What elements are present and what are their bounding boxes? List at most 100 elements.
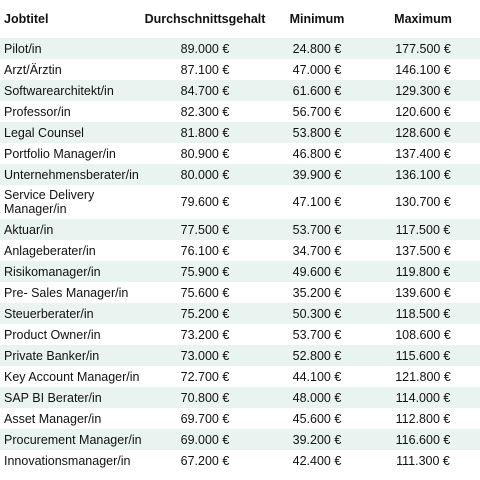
job-title-cell: Service Delivery Manager/in — [0, 185, 142, 219]
average-salary-cell: 80.000 € — [142, 164, 268, 185]
average-salary-cell: 70.800 € — [142, 387, 268, 408]
minimum-cell: 46.800 € — [268, 143, 366, 164]
minimum-cell: 48.000 € — [268, 387, 366, 408]
job-title-cell: SAP BI Berater/in — [0, 387, 142, 408]
minimum-cell: 61.600 € — [268, 80, 366, 101]
job-title-cell: Innovationsmanager/in — [0, 450, 142, 471]
table-row: Risikomanager/in 75.900 €49.600 €119.800 … — [0, 261, 480, 282]
maximum-cell: 111.300 € — [366, 450, 480, 471]
table-row: Unternehmensberater/in 80.000 €39.900 €13… — [0, 164, 480, 185]
job-title-cell: Key Account Manager/in — [0, 366, 142, 387]
maximum-cell: 116.600 € — [366, 429, 480, 450]
average-salary-cell: 69.000 € — [142, 429, 268, 450]
maximum-cell: 129.300 € — [366, 80, 480, 101]
minimum-cell: 39.200 € — [268, 429, 366, 450]
table-row: Anlageberater/in 76.100 €34.700 €137.500 … — [0, 240, 480, 261]
minimum-cell: 47.000 € — [268, 59, 366, 80]
table-row: Aktuar/in 77.500 €53.700 €117.500 € — [0, 219, 480, 240]
maximum-cell: 128.600 € — [366, 122, 480, 143]
job-title-cell: Pre- Sales Manager/in — [0, 282, 142, 303]
maximum-cell: 121.800 € — [366, 366, 480, 387]
minimum-cell: 52.800 € — [268, 345, 366, 366]
minimum-cell: 45.600 € — [268, 408, 366, 429]
table-row: Professor/in 82.300 €56.700 €120.600 € — [0, 101, 480, 122]
job-title-cell: Unternehmensberater/in — [0, 164, 142, 185]
job-title-cell: Asset Manager/in — [0, 408, 142, 429]
maximum-cell: 117.500 € — [366, 219, 480, 240]
maximum-cell: 108.600 € — [366, 324, 480, 345]
minimum-cell: 34.700 € — [268, 240, 366, 261]
minimum-cell: 53.700 € — [268, 219, 366, 240]
average-salary-cell: 79.600 € — [142, 185, 268, 219]
maximum-cell: 177.500 € — [366, 38, 480, 59]
average-salary-cell: 72.700 € — [142, 366, 268, 387]
average-salary-cell: 77.500 € — [142, 219, 268, 240]
average-salary-cell: 75.600 € — [142, 282, 268, 303]
table-row: Innovationsmanager/in 67.200 €42.400 €111… — [0, 450, 480, 471]
table-row: Pilot/in 89.000 €24.800 €177.500 € — [0, 38, 480, 59]
minimum-cell: 35.200 € — [268, 282, 366, 303]
table-row: Arzt/Ärztin 87.100 €47.000 €146.100 € — [0, 59, 480, 80]
job-title-cell: Pilot/in — [0, 38, 142, 59]
maximum-cell: 119.800 € — [366, 261, 480, 282]
average-salary-cell: 75.200 € — [142, 303, 268, 324]
maximum-cell: 139.600 € — [366, 282, 480, 303]
header-maximum: Maximum — [366, 0, 480, 38]
job-title-cell: Product Owner/in — [0, 324, 142, 345]
maximum-cell: 120.600 € — [366, 101, 480, 122]
table-row: Legal Counsel 81.800 €53.800 €128.600 € — [0, 122, 480, 143]
table-row: SAP BI Berater/in 70.800 €48.000 €114.000… — [0, 387, 480, 408]
table-row: Private Banker/in 73.000 €52.800 €115.600… — [0, 345, 480, 366]
job-title-cell: Arzt/Ärztin — [0, 59, 142, 80]
table-row: Portfolio Manager/in 80.900 €46.800 €137.… — [0, 143, 480, 164]
average-salary-cell: 73.200 € — [142, 324, 268, 345]
job-title-cell: Legal Counsel — [0, 122, 142, 143]
minimum-cell: 47.100 € — [268, 185, 366, 219]
average-salary-cell: 87.100 € — [142, 59, 268, 80]
minimum-cell: 44.100 € — [268, 366, 366, 387]
average-salary-cell: 82.300 € — [142, 101, 268, 122]
header-jobtitle: Jobtitel — [0, 0, 142, 38]
average-salary-cell: 69.700 € — [142, 408, 268, 429]
job-title-cell: Softwarearchitekt/in — [0, 80, 142, 101]
table-row: Service Delivery Manager/in 79.600 €47.10… — [0, 185, 480, 219]
maximum-cell: 130.700 € — [366, 185, 480, 219]
job-title-cell: Risikomanager/in — [0, 261, 142, 282]
job-title-cell: Anlageberater/in — [0, 240, 142, 261]
table-row: Procurement Manager/in 69.000 €39.200 €11… — [0, 429, 480, 450]
average-salary-cell: 75.900 € — [142, 261, 268, 282]
table-row: Softwarearchitekt/in 84.700 €61.600 €129.… — [0, 80, 480, 101]
maximum-cell: 137.500 € — [366, 240, 480, 261]
table-row: Key Account Manager/in 72.700 €44.100 €12… — [0, 366, 480, 387]
minimum-cell: 24.800 € — [268, 38, 366, 59]
minimum-cell: 50.300 € — [268, 303, 366, 324]
average-salary-cell: 81.800 € — [142, 122, 268, 143]
maximum-cell: 114.000 € — [366, 387, 480, 408]
job-title-cell: Professor/in — [0, 101, 142, 122]
minimum-cell: 53.700 € — [268, 324, 366, 345]
header-row: Jobtitel Durchschnittsgehalt Minimum Max… — [0, 0, 480, 38]
header-minimum: Minimum — [268, 0, 366, 38]
average-salary-cell: 73.000 € — [142, 345, 268, 366]
maximum-cell: 118.500 € — [366, 303, 480, 324]
table-row: Pre- Sales Manager/in 75.600 €35.200 €139… — [0, 282, 480, 303]
minimum-cell: 56.700 € — [268, 101, 366, 122]
average-salary-cell: 84.700 € — [142, 80, 268, 101]
job-title-cell: Portfolio Manager/in — [0, 143, 142, 164]
maximum-cell: 115.600 € — [366, 345, 480, 366]
average-salary-cell: 67.200 € — [142, 450, 268, 471]
job-title-cell: Private Banker/in — [0, 345, 142, 366]
table-row: Asset Manager/in 69.700 €45.600 €112.800 … — [0, 408, 480, 429]
table-row: Steuerberater/in 75.200 €50.300 €118.500 … — [0, 303, 480, 324]
header-average-salary: Durchschnittsgehalt — [142, 0, 268, 38]
maximum-cell: 136.100 € — [366, 164, 480, 185]
minimum-cell: 39.900 € — [268, 164, 366, 185]
minimum-cell: 42.400 € — [268, 450, 366, 471]
job-title-cell: Steuerberater/in — [0, 303, 142, 324]
maximum-cell: 112.800 € — [366, 408, 480, 429]
table-body: Pilot/in 89.000 €24.800 €177.500 € Arzt/Är… — [0, 38, 480, 471]
table-row: Product Owner/in 73.200 €53.700 €108.600 … — [0, 324, 480, 345]
maximum-cell: 146.100 € — [366, 59, 480, 80]
job-title-cell: Aktuar/in — [0, 219, 142, 240]
